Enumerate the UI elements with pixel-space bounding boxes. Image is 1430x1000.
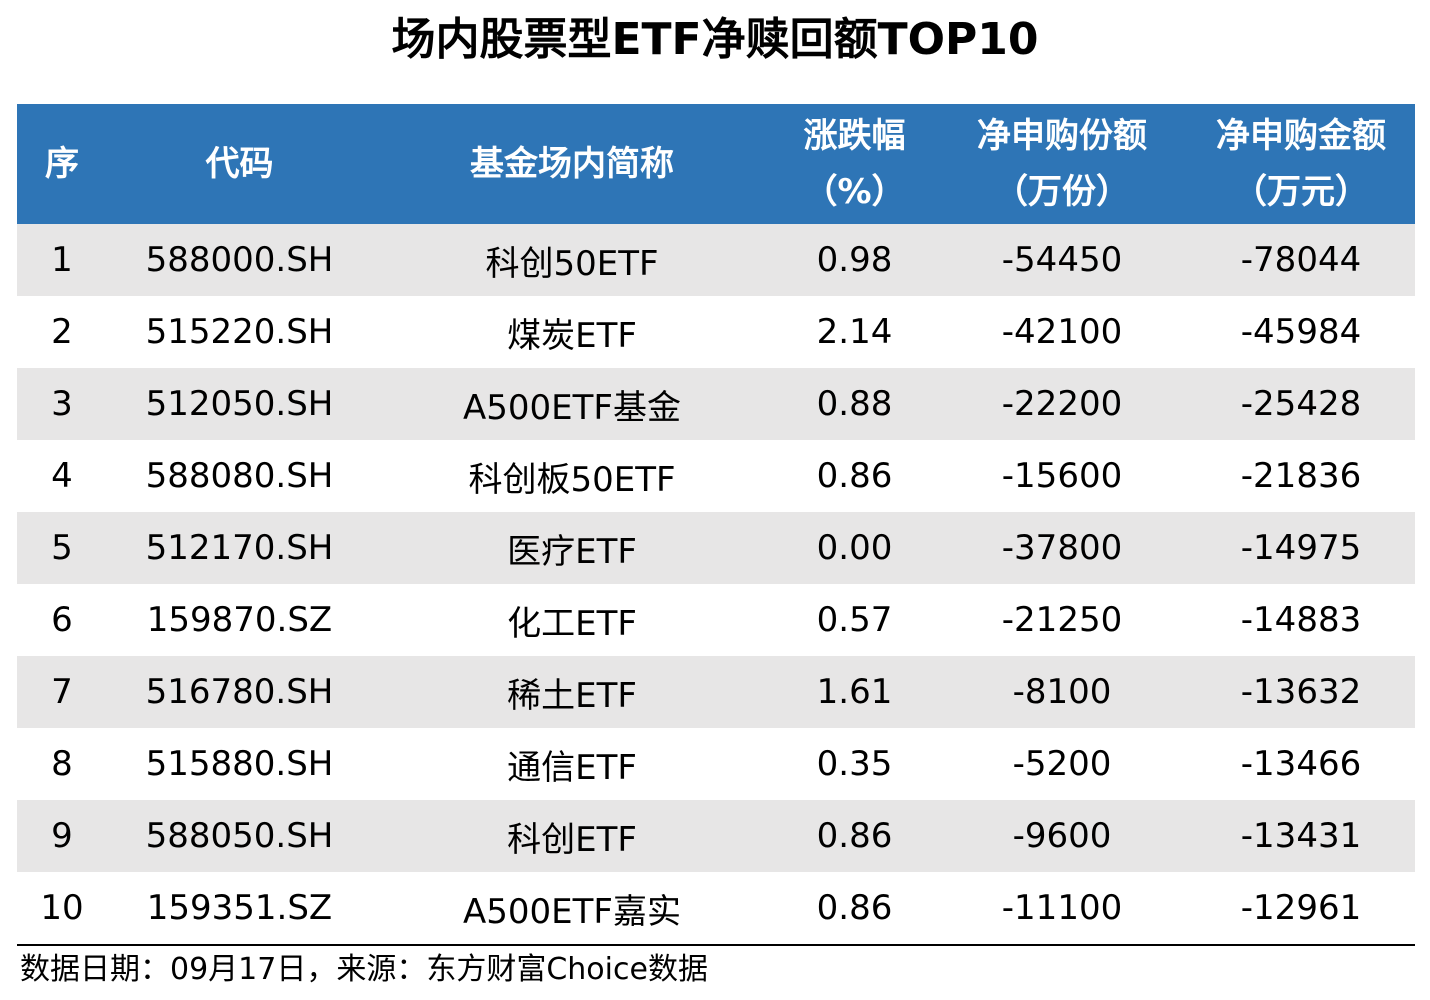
table-row: 7 516780.SH 稀土ETF 1.61 -8100 -13632 <box>17 656 1415 728</box>
cell-shares: -8100 <box>1012 672 1112 712</box>
header-shares: 净申购份额 （万份） <box>937 104 1187 224</box>
page-title: 场内股票型ETF净赎回额TOP10 <box>391 14 1039 65</box>
header-amount-line2: （万元） <box>1233 172 1369 212</box>
cell-change: 0.88 <box>816 384 893 424</box>
header-change-line2: （%） <box>803 172 906 212</box>
cell-shares: -21250 <box>1001 600 1123 640</box>
header-name: 基金场内简称 <box>470 144 674 184</box>
cell-shares: -11100 <box>1001 888 1123 928</box>
cell-shares: -37800 <box>1001 528 1123 568</box>
cell-amount: -13632 <box>1240 672 1362 712</box>
source-footnote: 数据日期：09月17日，来源：东方财富Choice数据 <box>20 952 708 987</box>
table-row: 8 515880.SH 通信ETF 0.35 -5200 -13466 <box>17 728 1415 800</box>
cell-seq: 5 <box>51 528 73 568</box>
cell-change: 1.61 <box>816 672 893 712</box>
cell-change: 0.86 <box>816 456 893 496</box>
cell-name: A500ETF嘉实 <box>463 891 681 932</box>
cell-name: 医疗ETF <box>507 531 637 572</box>
cell-shares: -15600 <box>1001 456 1123 496</box>
table-row: 5 512170.SH 医疗ETF 0.00 -37800 -14975 <box>17 512 1415 584</box>
cell-amount: -25428 <box>1240 384 1362 424</box>
cell-seq: 3 <box>51 384 73 424</box>
table-row: 2 515220.SH 煤炭ETF 2.14 -42100 -45984 <box>17 296 1415 368</box>
cell-code: 159351.SZ <box>146 888 333 928</box>
cell-change: 0.57 <box>816 600 893 640</box>
header-change-line1: 涨跌幅 <box>803 116 906 156</box>
cell-seq: 9 <box>51 816 73 856</box>
table-body: 1 588000.SH 科创50ETF 0.98 -54450 -78044 2… <box>17 224 1415 944</box>
table-row: 4 588080.SH 科创板50ETF 0.86 -15600 -21836 <box>17 440 1415 512</box>
cell-code: 512050.SH <box>145 384 334 424</box>
cell-name: 科创ETF <box>507 819 637 860</box>
cell-shares: -54450 <box>1001 240 1123 280</box>
cell-name: 化工ETF <box>507 603 637 644</box>
cell-shares: -42100 <box>1001 312 1123 352</box>
cell-seq: 1 <box>51 240 73 280</box>
cell-seq: 10 <box>40 888 84 928</box>
cell-code: 515880.SH <box>145 744 334 784</box>
cell-code: 516780.SH <box>145 672 334 712</box>
header-shares-line2: （万份） <box>994 172 1130 212</box>
cell-amount: -14975 <box>1240 528 1362 568</box>
cell-amount: -78044 <box>1240 240 1362 280</box>
cell-amount: -12961 <box>1240 888 1362 928</box>
header-change: 涨跌幅 （%） <box>772 104 937 224</box>
cell-amount: -14883 <box>1240 600 1362 640</box>
cell-code: 588080.SH <box>145 456 334 496</box>
table-bottom-divider <box>17 944 1415 946</box>
cell-seq: 4 <box>51 456 73 496</box>
cell-amount: -21836 <box>1240 456 1362 496</box>
cell-shares: -5200 <box>1012 744 1112 784</box>
table-header: 序 代码 基金场内简称 涨跌幅 （%） 净申购份额 （万份） 净申购金额 （万元… <box>17 104 1415 224</box>
table-row: 9 588050.SH 科创ETF 0.86 -9600 -13431 <box>17 800 1415 872</box>
table-row: 1 588000.SH 科创50ETF 0.98 -54450 -78044 <box>17 224 1415 296</box>
cell-shares: -9600 <box>1012 816 1112 856</box>
cell-name: 煤炭ETF <box>507 315 637 356</box>
table-row: 3 512050.SH A500ETF基金 0.88 -22200 -25428 <box>17 368 1415 440</box>
cell-name: A500ETF基金 <box>463 387 681 428</box>
cell-code: 515220.SH <box>145 312 334 352</box>
table-row: 6 159870.SZ 化工ETF 0.57 -21250 -14883 <box>17 584 1415 656</box>
etf-redemption-table: 序 代码 基金场内简称 涨跌幅 （%） 净申购份额 （万份） 净申购金额 （万元… <box>17 104 1415 944</box>
cell-seq: 6 <box>51 600 73 640</box>
cell-amount: -13466 <box>1240 744 1362 784</box>
cell-code: 588050.SH <box>145 816 334 856</box>
header-seq: 序 <box>45 144 79 184</box>
cell-code: 512170.SH <box>145 528 334 568</box>
cell-change: 2.14 <box>816 312 893 352</box>
cell-code: 588000.SH <box>145 240 334 280</box>
header-amount-line1: 净申购金额 <box>1216 116 1386 156</box>
cell-shares: -22200 <box>1001 384 1123 424</box>
cell-seq: 8 <box>51 744 73 784</box>
cell-change: 0.00 <box>816 528 893 568</box>
header-row: 序 代码 基金场内简称 涨跌幅 （%） 净申购份额 （万份） 净申购金额 （万元… <box>17 104 1415 224</box>
cell-code: 159870.SZ <box>146 600 333 640</box>
header-shares-line1: 净申购份额 <box>977 116 1147 156</box>
header-amount: 净申购金额 （万元） <box>1187 104 1415 224</box>
cell-change: 0.35 <box>816 744 893 784</box>
cell-name: 稀土ETF <box>507 675 637 716</box>
cell-change: 0.86 <box>816 888 893 928</box>
cell-change: 0.86 <box>816 816 893 856</box>
cell-amount: -13431 <box>1240 816 1362 856</box>
cell-name: 科创50ETF <box>485 243 659 284</box>
cell-amount: -45984 <box>1240 312 1362 352</box>
cell-change: 0.98 <box>816 240 893 280</box>
cell-seq: 2 <box>51 312 73 352</box>
header-code: 代码 <box>205 144 274 184</box>
cell-name: 通信ETF <box>507 747 637 788</box>
cell-name: 科创板50ETF <box>468 459 676 500</box>
cell-seq: 7 <box>51 672 73 712</box>
table-row: 10 159351.SZ A500ETF嘉实 0.86 -11100 -1296… <box>17 872 1415 944</box>
